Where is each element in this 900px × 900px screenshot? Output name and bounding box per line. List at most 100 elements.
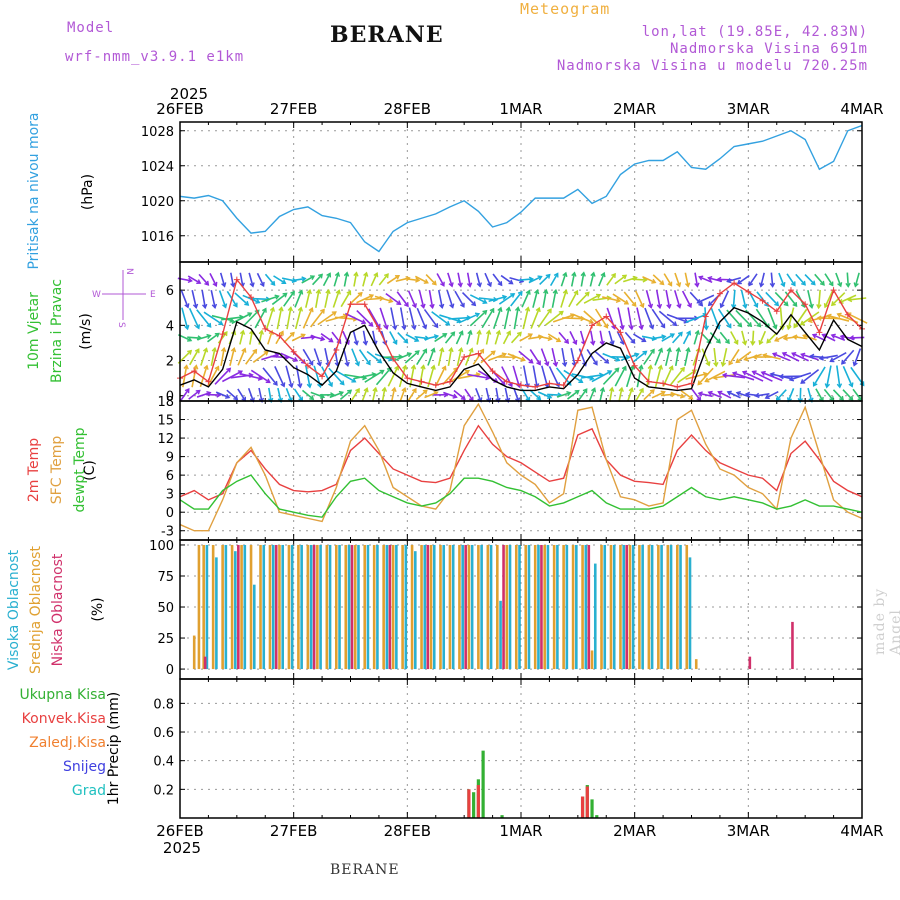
wind-arrow-head bbox=[622, 274, 628, 280]
gust-marker bbox=[617, 329, 624, 336]
wind-arrow-head bbox=[272, 380, 278, 386]
gust-marker bbox=[716, 290, 723, 297]
panel-temperature: -3 0 3 6 9 12 15 18 (C) 2m Temp SFC Temp dewpt Temp bbox=[26, 395, 863, 541]
wind-arrow bbox=[642, 276, 656, 284]
wind-arrow-head bbox=[392, 339, 398, 345]
wind-arrow bbox=[456, 348, 463, 366]
wind-arrow bbox=[791, 352, 809, 362]
bar-visoka-oblacnost bbox=[385, 544, 389, 670]
wind-arrow-head bbox=[468, 347, 474, 353]
wind-arrow-head bbox=[656, 303, 663, 310]
wind-arrow-head bbox=[571, 271, 577, 277]
wind-arrow-head bbox=[737, 322, 743, 328]
wind-arrow bbox=[502, 331, 511, 345]
elevation-text: Nadmorska Visina 691m bbox=[669, 41, 868, 57]
wind-arrow bbox=[684, 348, 690, 366]
bar-visoka-oblacnost bbox=[252, 584, 256, 670]
wind-arrow bbox=[390, 387, 396, 402]
wind-arrow bbox=[221, 370, 243, 383]
bar-niska-oblacnost bbox=[587, 544, 591, 670]
wind-arrow bbox=[379, 307, 388, 330]
wind-arrow-head bbox=[214, 332, 220, 338]
wind-arrow-head bbox=[766, 338, 772, 344]
wind-arrow bbox=[414, 275, 429, 284]
wind-arrow bbox=[405, 277, 420, 282]
series-line-2m-temp bbox=[179, 424, 863, 501]
wind-arrow-head bbox=[836, 383, 843, 389]
wind-arrow-head bbox=[751, 370, 757, 376]
wind-arrow bbox=[795, 273, 806, 286]
wind-arrow-head bbox=[320, 336, 326, 342]
wind-arrow bbox=[472, 349, 485, 365]
wind-arrow bbox=[599, 330, 604, 345]
wind-arrow-head bbox=[252, 348, 258, 354]
wind-arrow bbox=[302, 307, 314, 329]
wind-arrow-head bbox=[516, 331, 522, 337]
wind-arrow bbox=[342, 348, 349, 366]
wind-arrow-head bbox=[458, 330, 464, 336]
wind-arrow bbox=[428, 289, 434, 308]
wind-arrow-head bbox=[852, 361, 858, 367]
bar-konvek-kisa bbox=[476, 785, 480, 818]
wind-arrow bbox=[846, 272, 850, 287]
bar-visoka-oblacnost bbox=[366, 544, 370, 670]
bar-srednja-oblacnost bbox=[297, 544, 300, 670]
wind-arrow bbox=[291, 277, 306, 282]
wind-arrow bbox=[397, 332, 409, 344]
wind-arrow-head bbox=[783, 301, 789, 307]
wind-arrow-head bbox=[829, 357, 835, 363]
y-tick-label: 2 bbox=[166, 355, 174, 370]
compass-west: W bbox=[92, 290, 101, 300]
bar-srednja-oblacnost bbox=[657, 544, 660, 670]
wind-arrow bbox=[510, 331, 522, 344]
wind-arrow bbox=[713, 347, 717, 367]
wind-arrow bbox=[561, 348, 566, 367]
wind-arrow bbox=[623, 276, 637, 283]
wind-arrow-head bbox=[712, 374, 718, 381]
side-label: dewpt Temp bbox=[72, 427, 88, 512]
gust-marker bbox=[503, 378, 510, 385]
side-label: 10m Vjetar bbox=[26, 292, 42, 370]
wind-arrow-head bbox=[411, 303, 417, 309]
wind-arrow bbox=[256, 272, 265, 287]
wind-arrow bbox=[512, 365, 521, 388]
wind-arrow-head bbox=[830, 333, 836, 339]
compass-north: N bbox=[124, 268, 134, 275]
wind-arrow bbox=[488, 295, 507, 303]
wind-arrow bbox=[787, 307, 795, 330]
wind-arrow-head bbox=[839, 395, 845, 401]
wind-arrow-head bbox=[476, 282, 483, 288]
wind-arrow-head bbox=[270, 280, 276, 286]
wind-arrow-head bbox=[675, 346, 682, 353]
wind-arrow bbox=[485, 330, 490, 345]
wind-arrow-head bbox=[441, 365, 447, 371]
wind-arrow-head bbox=[372, 386, 378, 393]
wind-arrow-head bbox=[288, 382, 294, 389]
wind-arrow-head bbox=[741, 370, 748, 376]
wind-arrow-head bbox=[206, 333, 212, 340]
wind-arrow-head bbox=[401, 325, 407, 331]
wind-arrow-head bbox=[609, 340, 615, 346]
wind-arrow-head bbox=[660, 390, 666, 396]
bar-niska-oblacnost bbox=[464, 544, 467, 670]
wind-arrow-head bbox=[196, 279, 202, 284]
wind-arrow bbox=[407, 290, 417, 308]
wind-arrow bbox=[672, 331, 683, 344]
wind-arrow-head bbox=[244, 300, 250, 306]
wind-arrow-head bbox=[651, 278, 657, 284]
wind-arrow-head bbox=[773, 336, 780, 342]
bar-visoka-oblacnost bbox=[357, 544, 360, 670]
wind-arrow bbox=[563, 369, 583, 383]
wind-arrow-head bbox=[184, 324, 190, 331]
wind-arrow bbox=[774, 333, 789, 342]
gust-marker bbox=[787, 287, 794, 294]
wind-arrow-head bbox=[226, 367, 232, 373]
bar-visoka-oblacnost bbox=[300, 544, 303, 670]
wind-arrow-head bbox=[642, 277, 648, 283]
wind-arrow bbox=[621, 353, 639, 361]
bar-srednja-oblacnost bbox=[666, 544, 670, 670]
side-label: 2m Temp bbox=[26, 438, 42, 502]
wind-arrow bbox=[625, 365, 634, 388]
wind-arrow-head bbox=[247, 312, 253, 318]
wind-arrow bbox=[436, 273, 445, 287]
